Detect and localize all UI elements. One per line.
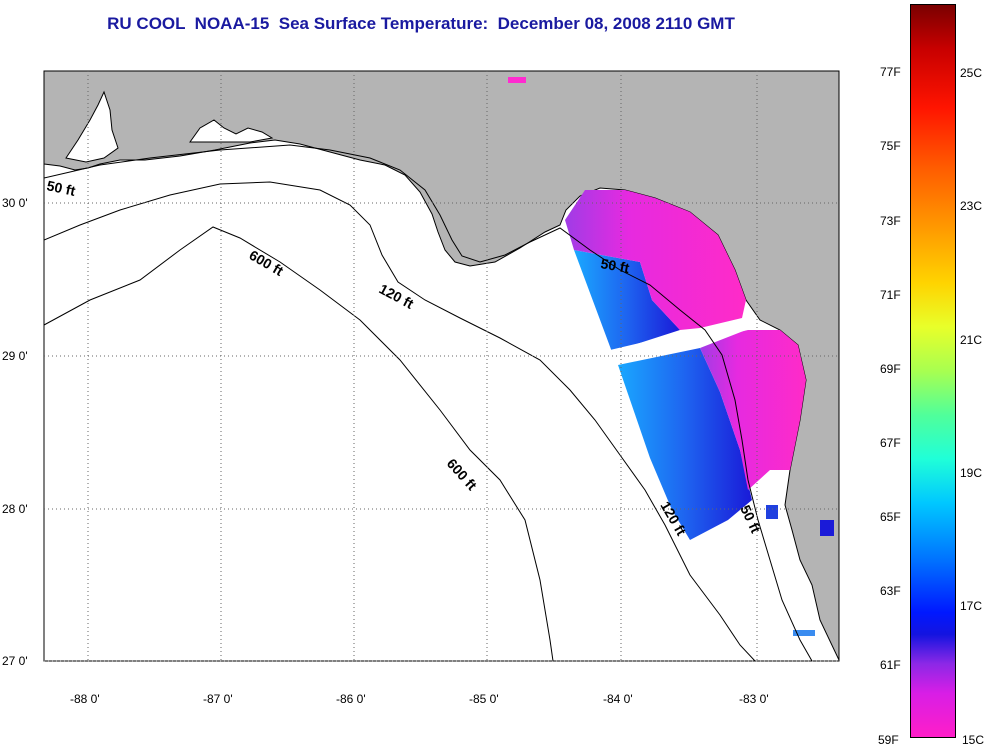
bay-east	[189, 119, 274, 143]
lat-label: 27 0'	[2, 654, 28, 668]
contour-50ft	[44, 144, 813, 661]
map-frame	[43, 70, 840, 662]
lon-label: -87 0'	[203, 692, 233, 706]
fahrenheit-label: 61F	[880, 658, 901, 672]
map-title: RU COOL NOAA-15 Sea Surface Temperature:…	[107, 14, 735, 33]
bay-west	[65, 90, 119, 163]
contour-label: 50 ft	[599, 255, 630, 276]
color-scale-bar	[910, 4, 956, 738]
lat-label: 28 0'	[2, 502, 28, 516]
fahrenheit-label: 71F	[880, 288, 901, 302]
sst-cool-swath	[574, 250, 680, 352]
lat-label: 30 0'	[2, 196, 28, 210]
fahrenheit-label: 69F	[880, 362, 901, 376]
fahrenheit-label: 59F	[878, 733, 899, 747]
sst-cool-swath-south	[618, 348, 752, 540]
celsius-label: 19C	[960, 466, 983, 480]
celsius-label: 21C	[960, 333, 983, 347]
fahrenheit-label: 63F	[880, 584, 901, 598]
data-gap	[610, 318, 748, 362]
lat-label: 29 0'	[2, 349, 28, 363]
lon-label: -83 0'	[739, 692, 769, 706]
fahrenheit-label: 65F	[880, 510, 901, 524]
fahrenheit-label: 67F	[880, 436, 901, 450]
celsius-label: 15C	[962, 733, 985, 747]
lon-label: -86 0'	[336, 692, 366, 706]
lon-label: -85 0'	[469, 692, 499, 706]
contour-label: 50 ft	[45, 177, 77, 199]
celsius-label: 23C	[960, 199, 983, 213]
celsius-label: 17C	[960, 599, 983, 613]
land-area	[44, 71, 839, 661]
contour-600ft	[44, 226, 554, 661]
sst-map: 50 ft 600 ft 120 ft 50 ft 600 ft 120 ft …	[43, 70, 840, 662]
sst-warm-swath	[565, 190, 746, 330]
fahrenheit-label: 73F	[880, 214, 901, 228]
lon-label: -88 0'	[70, 692, 100, 706]
fahrenheit-label: 77F	[880, 65, 901, 79]
celsius-label: 25C	[960, 66, 983, 80]
lon-label: -84 0'	[603, 692, 633, 706]
fahrenheit-label: 75F	[880, 139, 901, 153]
contour-120ft	[44, 181, 756, 661]
